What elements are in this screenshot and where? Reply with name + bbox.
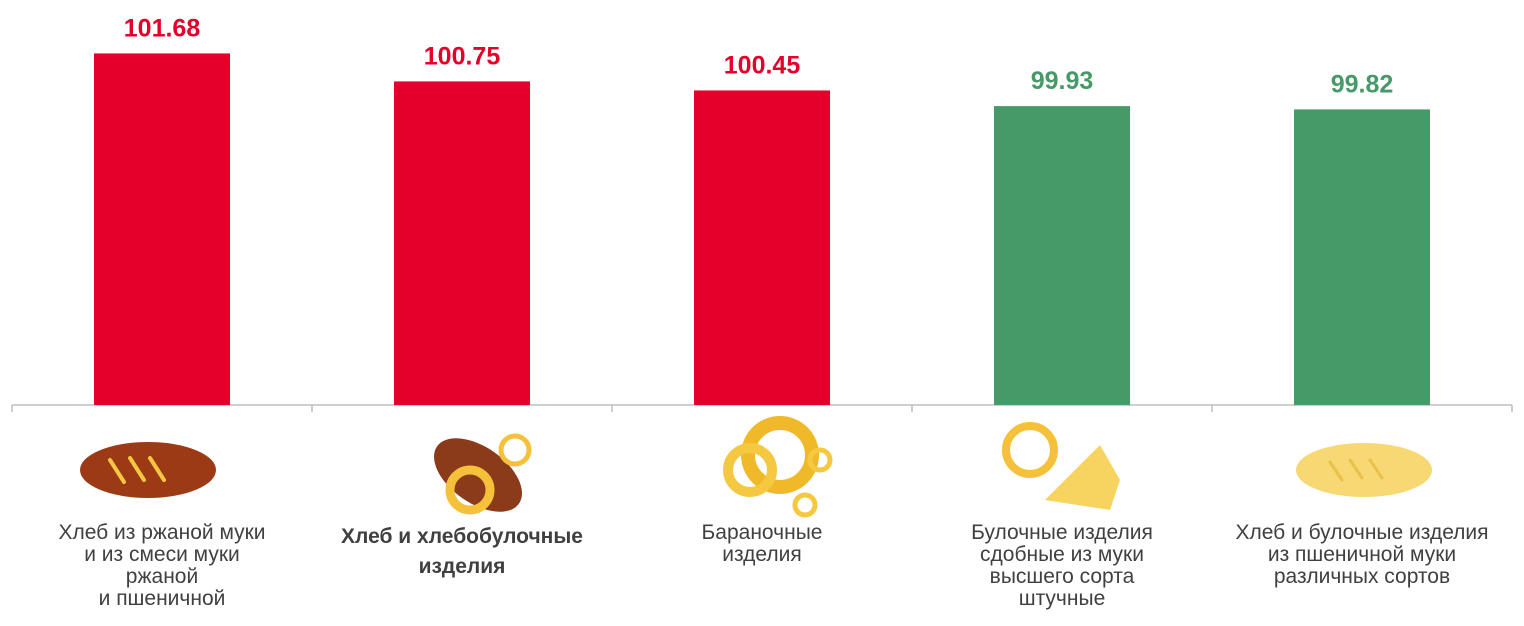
icons: [80, 416, 1432, 518]
category-label: Булочные изделия сдобные из муки высшего…: [971, 521, 1153, 610]
category-label: Хлеб и хлебобулочные изделия: [341, 525, 583, 578]
bar: [1294, 109, 1430, 405]
bar: [694, 90, 830, 405]
wheat-bread-icon: [1296, 443, 1432, 497]
bread-mix-icon: [434, 433, 532, 515]
bagels-icon: [723, 416, 833, 518]
bar: [394, 81, 530, 406]
value-label: 100.75: [424, 42, 501, 70]
value-label: 99.93: [1031, 67, 1094, 95]
pastry-icon: [1002, 422, 1120, 510]
bar: [994, 106, 1130, 406]
value-label: 99.82: [1331, 70, 1394, 98]
category-label: Хлеб и булочные изделия из пшеничной мук…: [1235, 521, 1489, 588]
value-label: 100.45: [724, 51, 801, 79]
category-label: Бараночные изделия: [701, 521, 823, 566]
rye-bread-icon: [80, 442, 216, 498]
bar: [94, 53, 230, 405]
value-label: 101.68: [124, 14, 201, 42]
category-label: Хлеб из ржаной муки и из смеси муки ржан…: [58, 521, 266, 610]
